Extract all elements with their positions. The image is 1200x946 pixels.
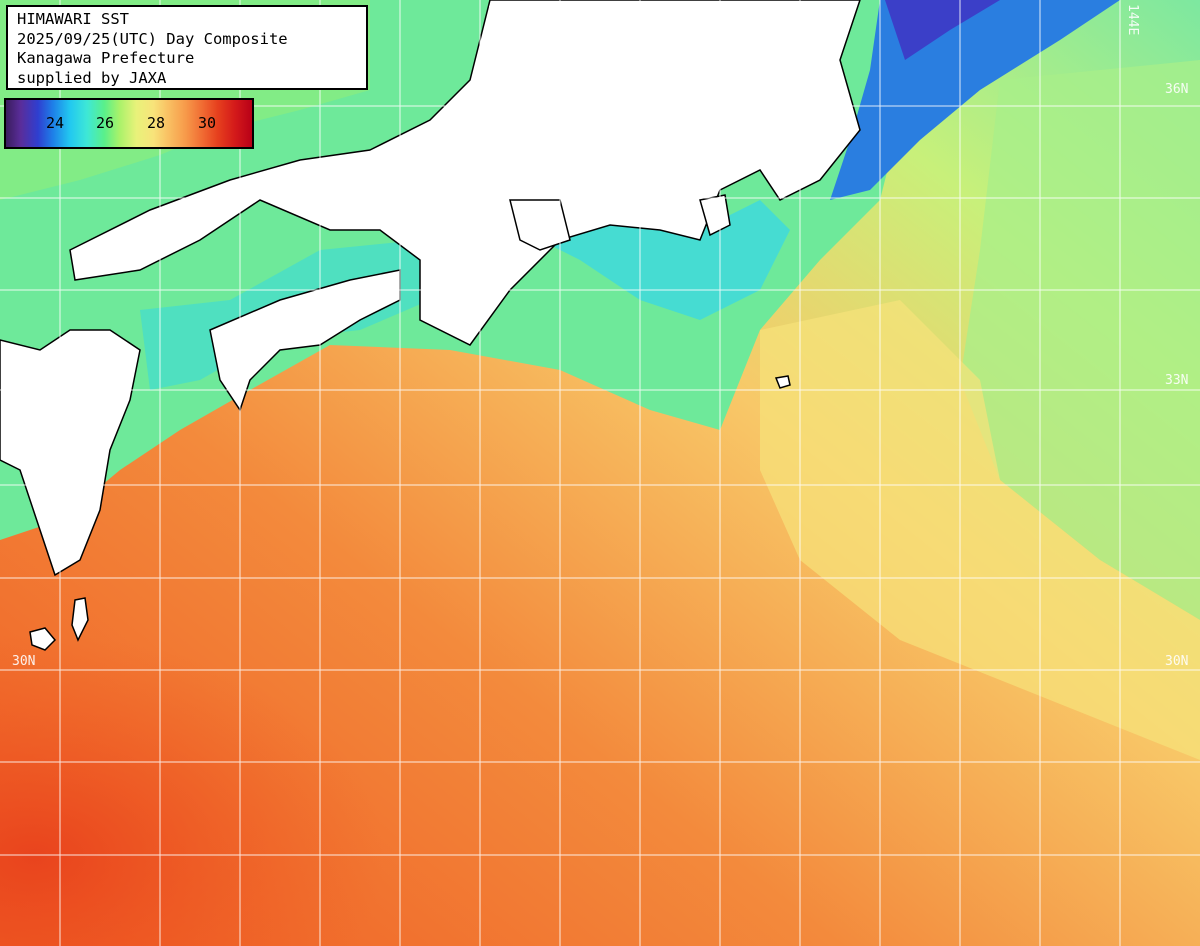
title-line-4: supplied by JAXA	[17, 68, 167, 87]
grid-label-30n-left: 30N	[12, 654, 36, 669]
title-box: HIMAWARI SST 2025/09/25(UTC) Day Composi…	[6, 5, 368, 90]
grid-label-136e: 136E	[485, 4, 500, 36]
oshima-island	[774, 375, 791, 389]
green-east-water	[960, 60, 1200, 620]
grid-label-30n-right: 30N	[1165, 654, 1189, 669]
title-line-1: HIMAWARI SST	[17, 10, 129, 28]
violet-northeast-water	[885, 0, 1000, 60]
kyushu-landmass	[0, 329, 141, 577]
colorbar-tick-30: 30	[198, 114, 217, 132]
colorbar-tick-26: 26	[96, 114, 115, 132]
sst-colorbar: 24 26 28 30	[4, 98, 254, 149]
warm-southwest	[0, 500, 700, 946]
grid-label-36n: 36N	[1165, 82, 1189, 97]
title-line-3: Kanagawa Prefecture	[17, 49, 195, 67]
izu-peninsula	[699, 194, 731, 237]
yakushima-island	[71, 597, 89, 642]
kii-peninsula	[509, 199, 571, 251]
honshu-landmass	[69, 0, 861, 346]
title-line-2: 2025/09/25(UTC) Day Composite	[17, 29, 288, 48]
colorbar-tick-28: 28	[147, 114, 166, 132]
land	[0, 0, 861, 651]
shikoku-landmass	[209, 269, 401, 412]
grid-label-144e: 144E	[1125, 4, 1140, 36]
grid-label-33n: 33N	[1165, 373, 1189, 388]
colorbar-tick-24: 24	[46, 114, 65, 132]
tanegashima-island	[29, 627, 57, 651]
yellow-band	[760, 300, 1200, 760]
